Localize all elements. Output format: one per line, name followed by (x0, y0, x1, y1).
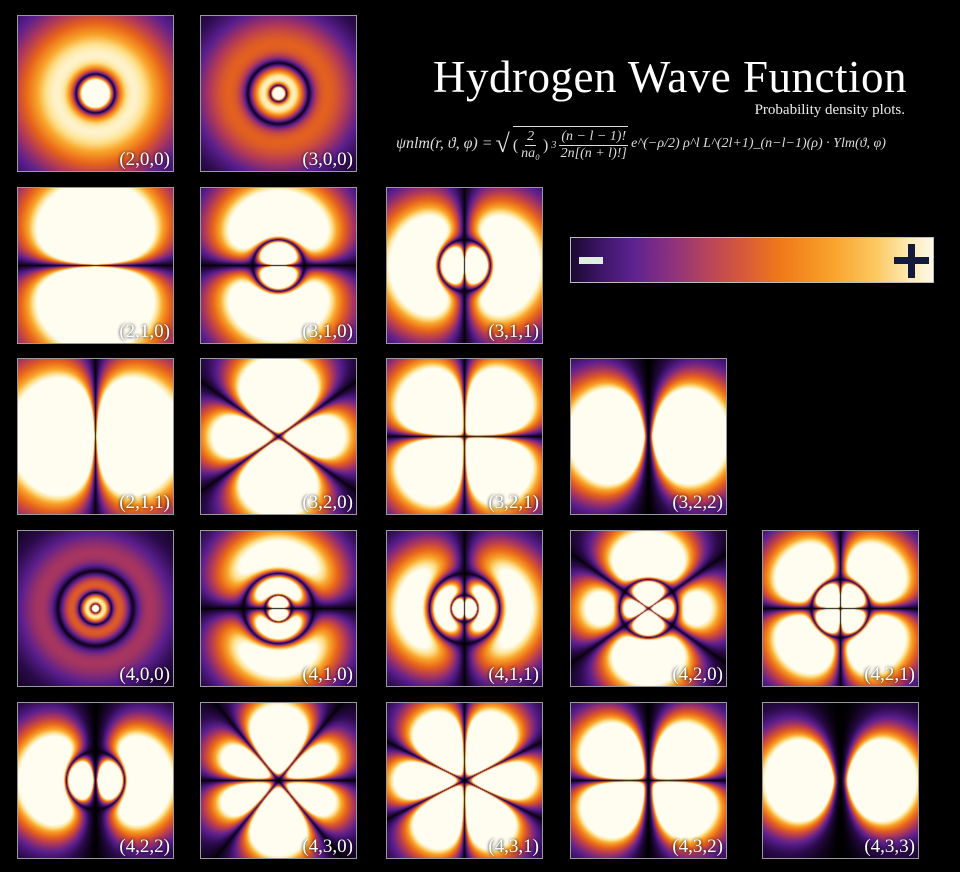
orbital-plot-4-2-2: (4,2,2) (17, 702, 174, 859)
wave-function-formula: ψnlm(r, ϑ, φ) = √ ( 2 na₀ ) 3 (n − l − 1)… (396, 126, 936, 162)
color-scale-bar (570, 237, 934, 283)
probability-density-image (18, 359, 173, 514)
orbital-label: (4,2,2) (119, 836, 170, 857)
orbital-label: (4,1,1) (488, 664, 539, 685)
orbital-label: (3,2,2) (672, 492, 723, 513)
probability-density-image (387, 531, 542, 686)
probability-density-image (763, 703, 918, 858)
orbital-plot-3-1-1: (3,1,1) (386, 187, 543, 344)
orbital-plot-4-1-0: (4,1,0) (200, 530, 357, 687)
formula-fraction-2: (n − l − 1)! 2n[(n + l)!] (559, 129, 629, 162)
orbital-plot-4-3-0: (4,3,0) (200, 702, 357, 859)
orbital-plot-3-0-0: (3,0,0) (200, 15, 357, 172)
probability-density-image (387, 359, 542, 514)
orbital-label: (4,2,0) (672, 664, 723, 685)
probability-density-image (18, 16, 173, 171)
probability-density-image (18, 531, 173, 686)
orbital-plot-4-1-1: (4,1,1) (386, 530, 543, 687)
probability-density-image (571, 531, 726, 686)
fraction-2-denominator: 2n[(n + l)!] (560, 146, 627, 161)
probability-density-image (18, 188, 173, 343)
orbital-plot-4-3-1: (4,3,1) (386, 702, 543, 859)
orbital-plot-4-3-2: (4,3,2) (570, 702, 727, 859)
fraction-2-numerator: (n − l − 1)! (559, 129, 629, 146)
orbital-label: (3,2,1) (488, 492, 539, 513)
orbital-label: (3,1,0) (302, 321, 353, 342)
orbital-label: (4,3,0) (302, 836, 353, 857)
orbital-plot-4-2-1: (4,2,1) (762, 530, 919, 687)
probability-density-image (571, 359, 726, 514)
probability-density-image (201, 188, 356, 343)
probability-density-image (201, 359, 356, 514)
probability-density-image (763, 531, 918, 686)
fraction-1-numerator: 2 (525, 129, 537, 146)
orbital-label: (3,0,0) (302, 149, 353, 170)
formula-radicand: ( 2 na₀ ) 3 (n − l − 1)! 2n[(n + l)!] (512, 126, 629, 162)
page-subtitle: Probability density plots. (754, 102, 905, 118)
probability-density-image (201, 16, 356, 171)
orbital-label: (4,3,2) (672, 836, 723, 857)
minus-icon (579, 257, 603, 264)
orbital-label: (4,3,3) (864, 836, 915, 857)
probability-density-image (571, 703, 726, 858)
orbital-plot-3-1-0: (3,1,0) (200, 187, 357, 344)
probability-density-image (201, 703, 356, 858)
orbital-label: (4,3,1) (488, 836, 539, 857)
orbital-plot-2-1-1: (2,1,1) (17, 358, 174, 515)
probability-density-image (387, 188, 542, 343)
orbital-plot-4-0-0: (4,0,0) (17, 530, 174, 687)
formula-rest: e^(−ρ/2) ρ^l L^(2l+1)_(n−l−1)(ρ) · Ylm(ϑ… (631, 136, 886, 151)
orbital-label: (2,0,0) (119, 149, 170, 170)
probability-density-image (387, 703, 542, 858)
orbital-plot-4-2-0: (4,2,0) (570, 530, 727, 687)
orbital-plot-4-3-3: (4,3,3) (762, 702, 919, 859)
plus-icon-bar (894, 257, 929, 264)
orbital-label: (2,1,1) (119, 492, 170, 513)
orbital-plot-2-0-0: (2,0,0) (17, 15, 174, 172)
orbital-plot-2-1-0: (2,1,0) (17, 187, 174, 344)
probability-density-image (18, 703, 173, 858)
orbital-label: (4,0,0) (119, 664, 170, 685)
page-title: Hydrogen Wave Function (433, 52, 907, 102)
orbital-label: (4,1,0) (302, 664, 353, 685)
orbital-label: (3,1,1) (488, 321, 539, 342)
formula-fraction-1: 2 na₀ (521, 129, 540, 162)
sqrt-symbol: √ (495, 129, 510, 158)
fraction-1-denominator: na₀ (521, 146, 541, 161)
orbital-plot-3-2-2: (3,2,2) (570, 358, 727, 515)
orbital-label: (2,1,0) (119, 321, 170, 342)
probability-density-image (201, 531, 356, 686)
formula-lhs: ψnlm(r, ϑ, φ) = (396, 135, 493, 152)
orbital-label: (4,2,1) (864, 664, 915, 685)
formula-power: 3 (551, 140, 557, 151)
orbital-plot-3-2-0: (3,2,0) (200, 358, 357, 515)
orbital-plot-3-2-1: (3,2,1) (386, 358, 543, 515)
orbital-label: (3,2,0) (302, 492, 353, 513)
